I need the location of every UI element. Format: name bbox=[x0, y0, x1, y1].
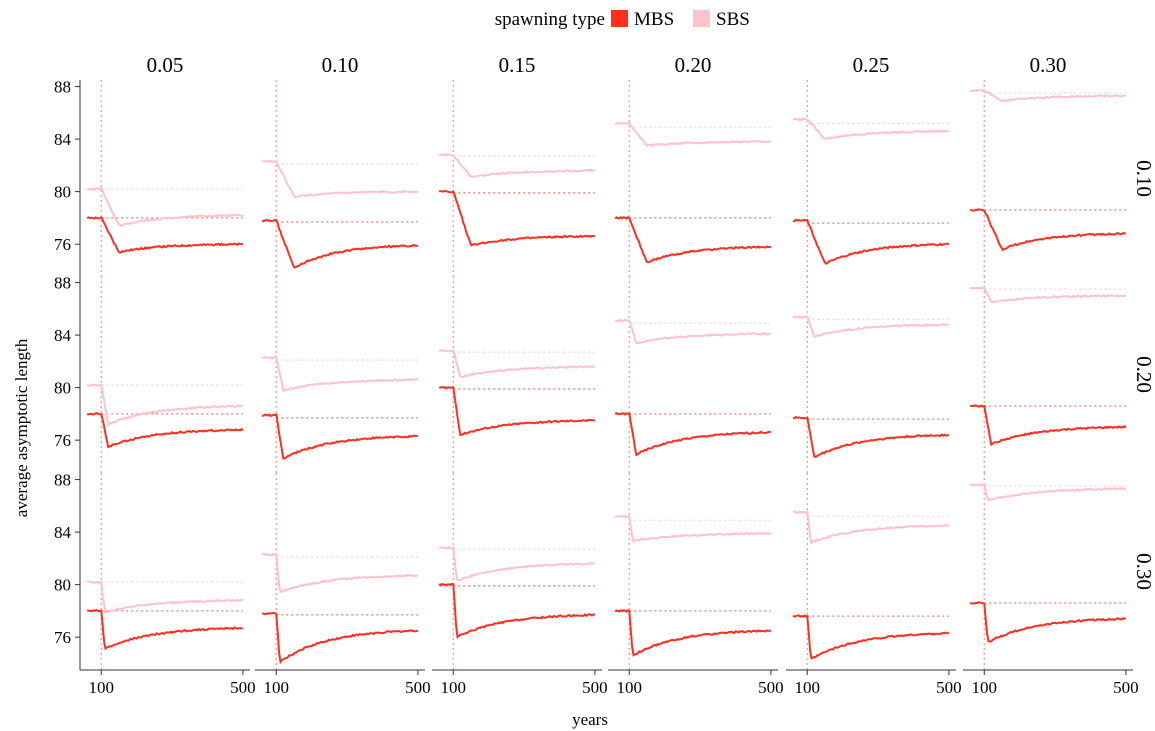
panel-0.20-0.25 bbox=[792, 276, 950, 473]
series-line-mbs bbox=[614, 216, 772, 264]
y-tick-label: 84 bbox=[54, 326, 72, 345]
panels: 76 80 84 88 0.10 76 80 84 88 0.20 76 80 84 88 0.30 100 5… bbox=[54, 53, 1155, 697]
panel-0.20-0.30 bbox=[969, 276, 1127, 473]
panel-0.20-0.05 bbox=[86, 276, 244, 473]
y-tick-label: 76 bbox=[54, 235, 71, 254]
series-line-sbs bbox=[261, 159, 419, 199]
series-line-sbs bbox=[438, 152, 595, 178]
series-line-sbs bbox=[86, 383, 244, 428]
row-label: 0.10 bbox=[1132, 160, 1155, 197]
series-line-sbs bbox=[87, 580, 243, 614]
panel-0.10-0.10 bbox=[261, 80, 419, 277]
y-tick-label: 88 bbox=[54, 78, 71, 97]
series-line-mbs bbox=[439, 386, 596, 437]
x-tick-label: 100 bbox=[264, 678, 290, 697]
x-tick-label: 500 bbox=[1113, 678, 1139, 697]
column-label: 0.15 bbox=[499, 53, 536, 77]
series-line-sbs bbox=[969, 482, 1127, 502]
series-line-mbs bbox=[793, 415, 950, 459]
legend-label-mbs: MBS bbox=[634, 9, 674, 30]
x-tick-label: 100 bbox=[617, 678, 643, 697]
series-line-mbs bbox=[969, 601, 1127, 643]
panel-0.10-0.25 bbox=[792, 80, 950, 277]
series-line-sbs bbox=[614, 515, 772, 543]
x-tick-label: 500 bbox=[405, 678, 431, 697]
panel-0.20-0.15 bbox=[438, 276, 596, 473]
x-tick-label: 500 bbox=[230, 678, 256, 697]
panel-0.30-0.15 bbox=[438, 473, 596, 670]
legend-swatch-mbs bbox=[611, 10, 628, 27]
series-line-mbs bbox=[614, 609, 772, 657]
series-line-sbs bbox=[614, 121, 772, 148]
series-line-mbs bbox=[86, 412, 244, 449]
y-tick-label: 80 bbox=[54, 183, 71, 202]
series-line-mbs bbox=[614, 412, 772, 457]
legend-swatch-sbs bbox=[693, 10, 710, 27]
series-line-sbs bbox=[969, 286, 1127, 304]
column-label: 0.05 bbox=[147, 53, 184, 77]
y-tick-label: 76 bbox=[54, 628, 71, 647]
x-tick-label: 100 bbox=[972, 678, 998, 697]
column-label: 0.10 bbox=[322, 53, 359, 77]
column-label: 0.20 bbox=[675, 53, 712, 77]
series-line-mbs bbox=[969, 404, 1127, 447]
y-axis-title: average asymptotic length bbox=[12, 338, 31, 517]
y-tick-label: 88 bbox=[54, 274, 71, 293]
series-line-sbs bbox=[438, 546, 596, 582]
column-label: 0.25 bbox=[853, 53, 890, 77]
series-line-mbs bbox=[86, 216, 244, 254]
x-tick-label: 500 bbox=[936, 678, 962, 697]
panel-0.30-0.25 bbox=[792, 473, 950, 670]
row-label: 0.30 bbox=[1132, 553, 1155, 590]
column-label: 0.30 bbox=[1030, 53, 1067, 77]
series-line-sbs bbox=[261, 552, 419, 593]
series-line-sbs bbox=[615, 318, 772, 344]
series-line-mbs bbox=[792, 614, 950, 660]
series-line-sbs bbox=[793, 509, 950, 546]
y-tick-label: 88 bbox=[54, 471, 71, 490]
series-line-mbs bbox=[438, 582, 595, 639]
panel-0.30-0.10 bbox=[261, 473, 419, 670]
x-tick-label: 500 bbox=[582, 678, 608, 697]
y-tick-label: 84 bbox=[54, 130, 72, 149]
legend-title: spawning type bbox=[495, 9, 605, 30]
x-tick-label: 100 bbox=[89, 678, 115, 697]
x-tick-label: 100 bbox=[441, 678, 467, 697]
series-line-sbs bbox=[438, 349, 595, 379]
series-line-mbs bbox=[438, 190, 596, 247]
panel-0.20-0.10 bbox=[261, 276, 419, 473]
series-line-mbs bbox=[86, 609, 244, 651]
panel-0.10-0.15 bbox=[438, 80, 596, 277]
series-line-mbs bbox=[793, 218, 950, 265]
panel-0.30-0.05 bbox=[86, 473, 244, 670]
panel-0.30-0.20 bbox=[614, 473, 772, 670]
panel-0.10-0.05 bbox=[86, 80, 244, 277]
x-tick-label: 500 bbox=[758, 678, 784, 697]
panel-0.10-0.30 bbox=[969, 80, 1127, 277]
panel-0.10-0.20 bbox=[614, 80, 772, 277]
series-line-sbs bbox=[792, 117, 949, 141]
series-line-mbs bbox=[969, 208, 1127, 252]
series-line-sbs bbox=[969, 88, 1127, 103]
panel-0.30-0.30 bbox=[969, 473, 1127, 670]
y-tick-label: 84 bbox=[54, 523, 72, 542]
series-line-sbs bbox=[792, 315, 950, 338]
series-line-sbs bbox=[86, 186, 244, 227]
y-tick-label: 76 bbox=[54, 431, 71, 450]
y-tick-label: 80 bbox=[54, 379, 71, 398]
legend: spawning type MBS SBS bbox=[495, 9, 750, 30]
legend-label-sbs: SBS bbox=[716, 9, 750, 30]
series-line-mbs bbox=[261, 218, 419, 269]
row-label: 0.20 bbox=[1132, 356, 1155, 393]
panel-0.20-0.20 bbox=[614, 276, 772, 473]
x-axis-title: years bbox=[572, 710, 608, 729]
series-line-sbs bbox=[261, 355, 419, 393]
x-tick-label: 100 bbox=[795, 678, 821, 697]
series-line-mbs bbox=[262, 611, 419, 665]
y-tick-label: 80 bbox=[54, 576, 71, 595]
series-line-mbs bbox=[262, 413, 419, 460]
